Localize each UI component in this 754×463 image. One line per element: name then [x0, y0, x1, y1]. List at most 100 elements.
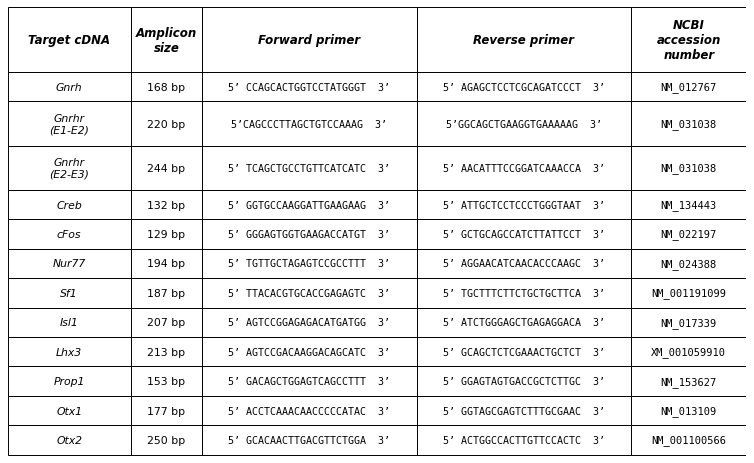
Text: Otx2: Otx2	[56, 435, 82, 445]
Bar	[202, 396, 417, 425]
Text: 5’ GACAGCTGGAGTCAGCCTTT  3’: 5’ GACAGCTGGAGTCAGCCTTT 3’	[228, 376, 391, 386]
Text: 5’ AGTCCGACAAGGACAGCATC  3’: 5’ AGTCCGACAAGGACAGCATC 3’	[228, 347, 391, 357]
Text: 132 bp: 132 bp	[147, 200, 185, 210]
Bar	[202, 279, 417, 308]
Text: NM_022197: NM_022197	[661, 229, 717, 240]
Bar	[202, 367, 417, 396]
Text: NM_134443: NM_134443	[661, 200, 717, 211]
Bar	[130, 308, 202, 337]
Text: NM_024388: NM_024388	[661, 258, 717, 269]
Bar	[130, 73, 202, 102]
Bar	[202, 249, 417, 279]
Text: XM_001059910: XM_001059910	[651, 346, 726, 357]
Bar	[417, 396, 631, 425]
Text: Otx1: Otx1	[56, 406, 82, 416]
Text: 5’ TCAGCTGCCTGTTCATCATC  3’: 5’ TCAGCTGCCTGTTCATCATC 3’	[228, 163, 391, 173]
Bar	[130, 8, 202, 73]
Text: 250 bp: 250 bp	[147, 435, 185, 445]
Text: 220 bp: 220 bp	[147, 119, 185, 129]
Bar	[130, 220, 202, 249]
Text: 213 bp: 213 bp	[147, 347, 185, 357]
Text: 5’ AGAGCTCCTCGCAGATCCCT  3’: 5’ AGAGCTCCTCGCAGATCCCT 3’	[443, 82, 605, 93]
Text: 5’ ATTGCTCCTCCCTGGGTAAT  3’: 5’ ATTGCTCCTCCCTGGGTAAT 3’	[443, 200, 605, 210]
Bar	[417, 425, 631, 455]
Bar	[417, 102, 631, 146]
Bar	[8, 396, 130, 425]
Bar	[8, 279, 130, 308]
Text: 5’ CCAGCACTGGTCCTATGGGT  3’: 5’ CCAGCACTGGTCCTATGGGT 3’	[228, 82, 391, 93]
Bar	[417, 367, 631, 396]
Bar	[130, 367, 202, 396]
Text: Amplicon
size: Amplicon size	[136, 26, 197, 55]
Text: 5’ ATCTGGGAGCTGAGAGGACA  3’: 5’ ATCTGGGAGCTGAGAGGACA 3’	[443, 318, 605, 327]
Bar	[631, 220, 746, 249]
Text: 5’ TGTTGCTAGAGTCCGCCTTT  3’: 5’ TGTTGCTAGAGTCCGCCTTT 3’	[228, 259, 391, 269]
Bar	[8, 146, 130, 190]
Bar	[417, 146, 631, 190]
Bar	[202, 308, 417, 337]
Text: NM_001191099: NM_001191099	[651, 288, 726, 299]
Text: 5’ GCACAACTTGACGTTCTGGA  3’: 5’ GCACAACTTGACGTTCTGGA 3’	[228, 435, 391, 445]
Text: 5’GGCAGCTGAAGGTGAAAAAG  3’: 5’GGCAGCTGAAGGTGAAAAAG 3’	[446, 119, 602, 129]
Bar	[631, 308, 746, 337]
Bar	[8, 367, 130, 396]
Text: Gnrhr
(E1-E2): Gnrhr (E1-E2)	[49, 113, 89, 135]
Bar	[417, 190, 631, 220]
Text: 194 bp: 194 bp	[147, 259, 185, 269]
Text: 168 bp: 168 bp	[147, 82, 185, 93]
Text: 5’ GGGAGTGGTGAAGACCATGT  3’: 5’ GGGAGTGGTGAAGACCATGT 3’	[228, 230, 391, 239]
Text: 5’ GGTGCCAAGGATTGAAGAAG  3’: 5’ GGTGCCAAGGATTGAAGAAG 3’	[228, 200, 391, 210]
Bar	[8, 249, 130, 279]
Text: Nur77: Nur77	[53, 259, 86, 269]
Bar	[202, 73, 417, 102]
Bar	[8, 102, 130, 146]
Bar	[8, 220, 130, 249]
Text: Lhx3: Lhx3	[56, 347, 82, 357]
Bar	[417, 308, 631, 337]
Text: Gnrh: Gnrh	[56, 82, 82, 93]
Text: 187 bp: 187 bp	[147, 288, 185, 298]
Text: NCBI
accession
number: NCBI accession number	[657, 19, 721, 62]
Bar	[8, 337, 130, 367]
Bar	[202, 190, 417, 220]
Bar	[8, 190, 130, 220]
Bar	[8, 73, 130, 102]
Text: 177 bp: 177 bp	[147, 406, 185, 416]
Bar	[130, 279, 202, 308]
Text: 5’ GCTGCAGCCATCTTATTCCT  3’: 5’ GCTGCAGCCATCTTATTCCT 3’	[443, 230, 605, 239]
Bar	[631, 337, 746, 367]
Bar	[631, 146, 746, 190]
Text: 5’ AGTCCGGAGAGACATGATGG  3’: 5’ AGTCCGGAGAGACATGATGG 3’	[228, 318, 391, 327]
Text: 244 bp: 244 bp	[147, 163, 185, 173]
Text: 5’ TTACACGTGCACCGAGAGTC  3’: 5’ TTACACGTGCACCGAGAGTC 3’	[228, 288, 391, 298]
Text: 5’CAGCCCTTAGCTGTCCAAAG  3’: 5’CAGCCCTTAGCTGTCCAAAG 3’	[231, 119, 388, 129]
Text: Isl1: Isl1	[60, 318, 78, 327]
Text: NM_153627: NM_153627	[661, 376, 717, 387]
Bar	[8, 425, 130, 455]
Bar	[631, 73, 746, 102]
Bar	[417, 220, 631, 249]
Bar	[202, 425, 417, 455]
Text: Forward primer: Forward primer	[259, 34, 360, 47]
Text: Prop1: Prop1	[54, 376, 84, 386]
Text: NM_001100566: NM_001100566	[651, 435, 726, 445]
Bar	[130, 249, 202, 279]
Bar	[130, 425, 202, 455]
Bar	[631, 279, 746, 308]
Bar	[202, 146, 417, 190]
Bar	[417, 249, 631, 279]
Bar	[631, 102, 746, 146]
Bar	[8, 8, 130, 73]
Text: 5’ TGCTTTCTTCTGCTGCTTCA  3’: 5’ TGCTTTCTTCTGCTGCTTCA 3’	[443, 288, 605, 298]
Bar	[202, 102, 417, 146]
Text: Target cDNA: Target cDNA	[28, 34, 110, 47]
Text: 5’ GCAGCTCTCGAAACTGCTCT  3’: 5’ GCAGCTCTCGAAACTGCTCT 3’	[443, 347, 605, 357]
Bar	[631, 396, 746, 425]
Text: Creb: Creb	[57, 200, 82, 210]
Bar	[631, 425, 746, 455]
Text: 5’ ACTGGCCACTTGTTCCACTC  3’: 5’ ACTGGCCACTTGTTCCACTC 3’	[443, 435, 605, 445]
Bar	[631, 190, 746, 220]
Bar	[417, 73, 631, 102]
Bar	[417, 337, 631, 367]
Bar	[130, 190, 202, 220]
